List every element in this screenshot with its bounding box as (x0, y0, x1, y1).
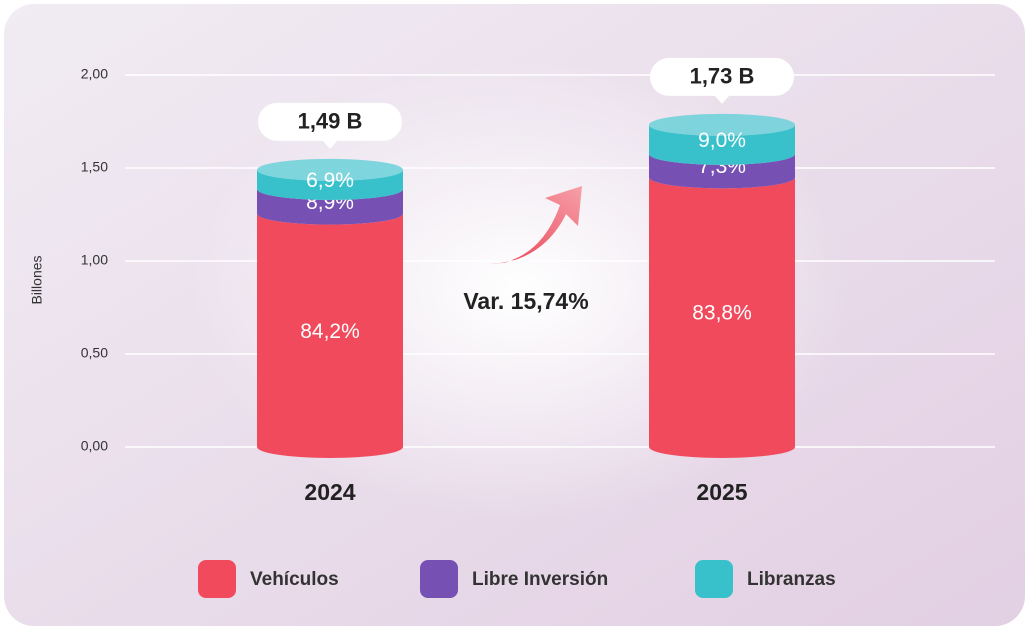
x-tick-label: 2024 (304, 479, 355, 505)
value-label: 9,0% (698, 129, 746, 152)
bar-cap (649, 113, 795, 136)
legend-label: Libranzas (747, 569, 836, 590)
total-bubble-tail (322, 139, 338, 149)
y-tick-label: 2,00 (81, 66, 108, 82)
legend-label: Vehículos (250, 569, 339, 590)
bar-segment (649, 153, 795, 189)
bar-segment (649, 177, 795, 458)
bar-segment (257, 169, 403, 200)
y-axis-label: Billones (29, 255, 45, 304)
y-tick-label: 0,00 (81, 438, 108, 454)
bar-cap-shine (257, 158, 403, 181)
bar-cap (257, 158, 403, 181)
total-bubble (258, 102, 402, 141)
legend-swatch (695, 560, 733, 598)
total-bubble-tail (714, 94, 730, 104)
value-label: 6,9% (306, 169, 354, 192)
y-tick-label: 1,00 (81, 252, 108, 268)
annotation: Var. 15,74% (463, 288, 588, 314)
legend-swatch (420, 560, 458, 598)
legend-label: Libre Inversión (472, 569, 608, 590)
y-tick-label: 1,50 (81, 159, 108, 175)
value-label: 83,8% (692, 302, 752, 325)
y-tick-label: 0,50 (81, 345, 108, 361)
legend-swatch (198, 560, 236, 598)
value-label: 84,2% (300, 320, 360, 343)
total-bubble (650, 57, 794, 96)
total-label: 1,73 B (690, 64, 755, 89)
x-tick-label: 2025 (696, 479, 747, 505)
bar-cap-shine (649, 113, 795, 136)
bar-segment (649, 124, 795, 165)
bar-segment (257, 188, 403, 225)
total-label: 1,49 B (298, 109, 363, 134)
bar-segment (257, 213, 403, 458)
arrow (472, 186, 582, 264)
